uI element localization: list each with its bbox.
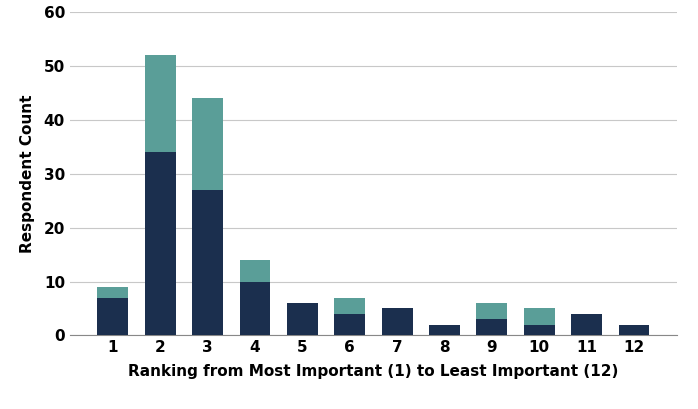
Bar: [98, 298, 128, 335]
Bar: [192, 99, 223, 190]
Bar: [477, 303, 507, 319]
Bar: [429, 325, 460, 335]
Bar: [192, 190, 223, 335]
Bar: [144, 55, 176, 152]
Bar: [524, 308, 555, 325]
Bar: [287, 303, 318, 335]
Bar: [477, 319, 507, 335]
Y-axis label: Respondent Count: Respondent Count: [20, 94, 35, 253]
Bar: [98, 287, 128, 298]
Bar: [239, 281, 270, 335]
X-axis label: Ranking from Most Important (1) to Least Important (12): Ranking from Most Important (1) to Least…: [128, 364, 618, 379]
Bar: [524, 325, 555, 335]
Bar: [144, 152, 176, 335]
Bar: [382, 308, 413, 335]
Bar: [334, 298, 365, 314]
Bar: [618, 325, 649, 335]
Bar: [239, 260, 270, 281]
Bar: [334, 314, 365, 335]
Bar: [571, 314, 602, 335]
